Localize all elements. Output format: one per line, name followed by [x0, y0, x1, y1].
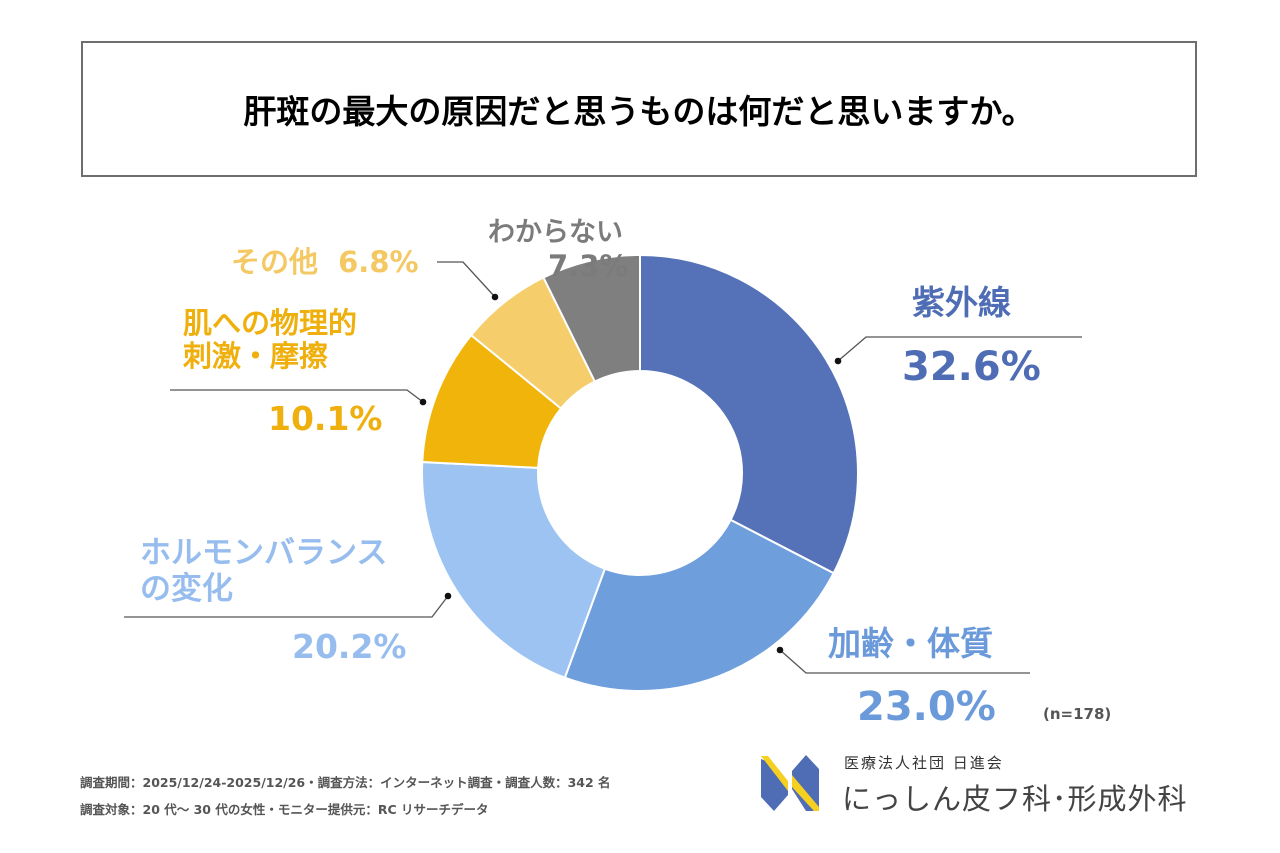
clinic-name: にっしん皮フ科･形成外科 [842, 782, 1188, 816]
leader-dot-1 [776, 646, 784, 654]
slice-value-1: 23.0% [857, 684, 996, 730]
slice-value-2: 20.2% [292, 627, 407, 666]
value-hormone: 20.2% [292, 628, 407, 666]
slice-label-1: 加齢・体質 [828, 624, 993, 663]
slice-label-5: わからない [488, 217, 623, 248]
footer-survey-target: 調査対象：20 代～ 30 代の女性・モニター提供元：RC リサーチデータ [80, 802, 489, 817]
slice-label-0: 紫外線 [912, 283, 1011, 322]
donut-slice-2 [421, 460, 607, 679]
donut-slice-0 [639, 253, 859, 575]
chart-title: 肝斑の最大の原因だと思うものは何だと思いますか。 [243, 92, 1035, 131]
slice-value-5: 7.3% [548, 249, 629, 283]
label-friction: 肌への物理的 刺激・摩擦 [183, 306, 358, 374]
leader-line-2 [124, 595, 449, 618]
clinic-org-name: 医療法人社団 日進会 [844, 754, 1004, 772]
slice-label-2-line2: の変化 [140, 570, 233, 607]
logo-right-shape [792, 755, 819, 811]
slice-label-3-line2: 刺激・摩擦 [183, 339, 329, 374]
leader-dot-4 [491, 293, 499, 301]
label-uv: 紫外線 [912, 284, 1011, 322]
leader-line-4 [437, 261, 496, 298]
leader-dot-0 [834, 357, 842, 365]
slice-label-4: その他 [231, 245, 319, 279]
title-box: 肝斑の最大の原因だと思うものは何だと思いますか。 [81, 41, 1197, 177]
donut-slice-5 [542, 253, 641, 383]
clinic-logo-icon [761, 755, 819, 811]
leader-line-3 [170, 389, 424, 403]
label-other: その他 6.8% [231, 245, 419, 279]
leader-dot-2 [444, 592, 452, 600]
leader-line-1 [779, 649, 1030, 674]
slice-value-3: 10.1% [268, 399, 383, 438]
logo-left-shape [761, 759, 788, 811]
slice-label-3-line1: 肌への物理的 [183, 306, 358, 340]
footer-survey-period: 調査期間：2025/12/24-2025/12/26・調査方法：インターネット調… [80, 775, 611, 790]
sample-size: (n=178) [1043, 705, 1112, 723]
slice-value-4: 6.8% [338, 245, 419, 279]
label-unknown: わからない [488, 217, 623, 248]
donut-slice-1 [563, 518, 835, 692]
leader-dot-3 [419, 398, 427, 406]
leader-line-0 [837, 336, 1082, 362]
slice-label-2-line1: ホルモンバランス [140, 535, 388, 571]
value-unknown: 7.3% [548, 249, 629, 283]
value-uv: 32.6% [902, 344, 1041, 390]
logo-right-stripe [792, 775, 819, 811]
value-friction: 10.1% [268, 400, 383, 438]
logo-left-stripe [761, 756, 788, 791]
label-aging: 加齢・体質 [828, 625, 993, 663]
label-hormone: ホルモンバランス の変化 [140, 535, 388, 607]
value-aging: 23.0% [857, 684, 996, 730]
slice-value-0: 32.6% [902, 344, 1041, 390]
